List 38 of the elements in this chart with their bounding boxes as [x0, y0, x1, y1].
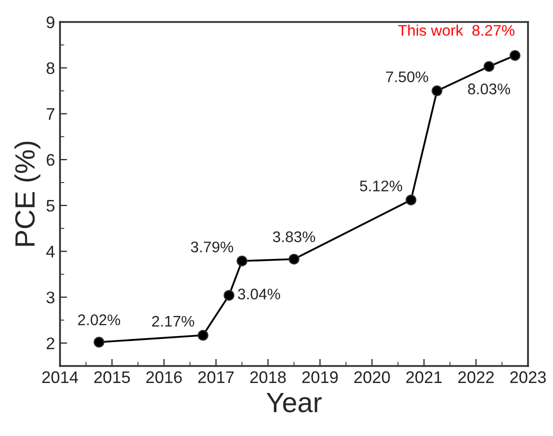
y-tick-label: 4 — [46, 246, 55, 258]
x-tick-label: 2021 — [406, 371, 442, 384]
point — [94, 336, 104, 348]
y-tick-label: 6 — [46, 154, 54, 166]
data-label: 3.79% — [190, 242, 234, 252]
x-tick-label: 2018 — [250, 371, 286, 384]
point — [224, 290, 234, 301]
data-label: 7.50% — [386, 71, 428, 82]
y-axis-title: PCE (%) — [14, 142, 40, 246]
annotation: This work 8.27% — [398, 24, 514, 36]
x-tick-label: 2022 — [458, 371, 494, 384]
data-label: 5.12% — [360, 180, 402, 192]
point — [236, 256, 248, 266]
x-tick-label: 2016 — [146, 371, 182, 384]
point — [288, 254, 300, 265]
x-tick-label: 2019 — [302, 371, 338, 384]
data-label: 2.17% — [152, 316, 194, 327]
data-label: 3.83% — [272, 231, 316, 242]
x-tick-label: 2023 — [510, 371, 546, 384]
x-tick-label: 2020 — [354, 371, 390, 384]
y-tick-label: 8 — [46, 62, 54, 74]
data-label: 8.03% — [468, 84, 510, 94]
x-tick-label: 2017 — [198, 371, 234, 384]
data-label: 3.04% — [238, 288, 280, 300]
point — [510, 50, 520, 61]
x-tick-label: 2015 — [94, 371, 130, 384]
point — [484, 61, 494, 72]
data-label: 2.02% — [78, 314, 120, 326]
x-axis-title: Year — [266, 392, 322, 412]
point — [198, 330, 208, 341]
y-tick-label: 3 — [46, 292, 54, 304]
y-tick-label: 9 — [46, 16, 54, 28]
y-tick-label: 7 — [46, 108, 54, 120]
y-tick-label: 5 — [46, 200, 54, 212]
point — [432, 85, 442, 96]
point — [406, 194, 416, 206]
y-tick-label: 2 — [46, 337, 54, 350]
x-tick-label: 2014 — [42, 371, 78, 384]
